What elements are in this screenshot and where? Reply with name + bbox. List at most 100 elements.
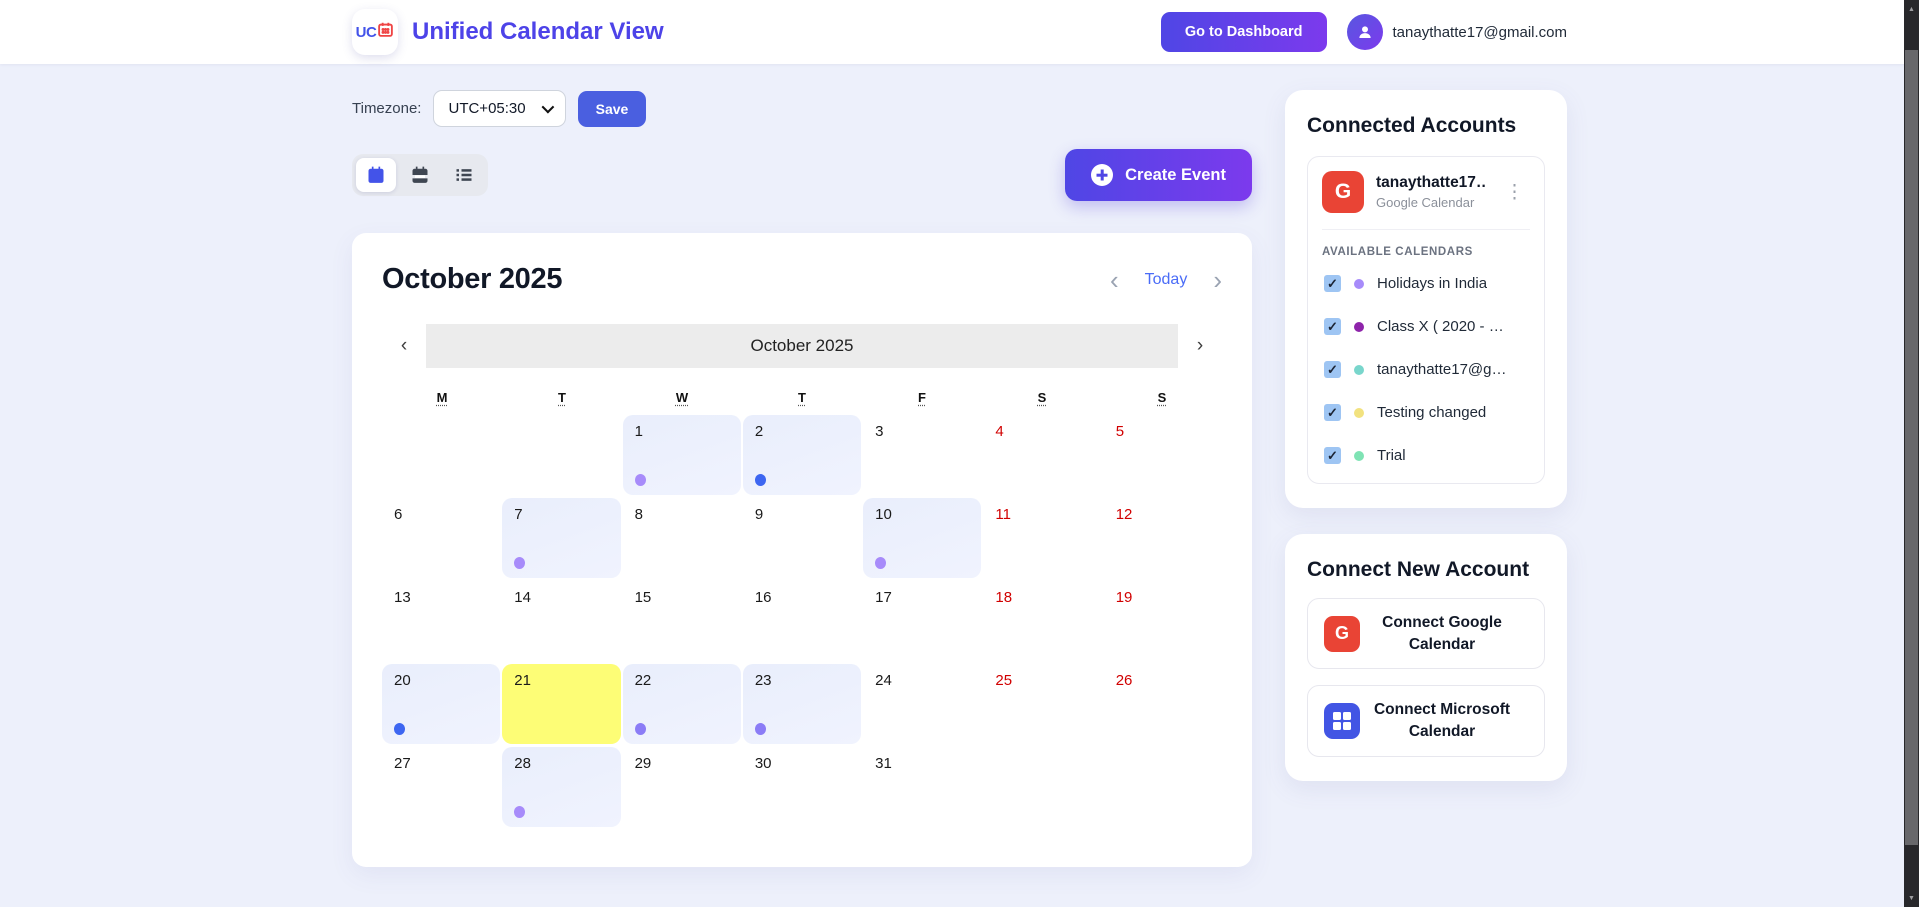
calendar-day-7[interactable]: 7: [502, 498, 621, 578]
calendar-day-12[interactable]: 12: [1104, 498, 1222, 578]
day-number: 30: [754, 755, 772, 772]
calendar-day-13[interactable]: 13: [382, 581, 500, 661]
google-icon: G: [1324, 615, 1360, 652]
google-icon: G: [1322, 171, 1364, 213]
scroll-down-arrow[interactable]: ▼: [1908, 894, 1915, 902]
calendar-day-20[interactable]: 20: [382, 664, 501, 744]
calendar-day-1[interactable]: 1: [622, 415, 741, 495]
day-number: 20: [394, 672, 411, 689]
save-button[interactable]: Save: [577, 90, 647, 127]
calendar-list-item[interactable]: ✓ Trial: [1322, 434, 1530, 477]
calendar-day-16[interactable]: 16: [743, 581, 861, 661]
calendar-nav-next[interactable]: ›: [1178, 324, 1222, 368]
calendar-day-17[interactable]: 17: [863, 581, 981, 661]
calendar-day-29[interactable]: 29: [623, 747, 741, 827]
calendar-day-28[interactable]: 28: [502, 747, 621, 827]
calendar-day-18[interactable]: 18: [983, 581, 1101, 661]
calendar-day-24[interactable]: 24: [863, 664, 981, 744]
weekday-header: S: [1157, 390, 1167, 405]
scrollbar[interactable]: ▲ ▼: [1904, 0, 1919, 907]
calendar-color-dot: [1354, 364, 1364, 375]
day-number: 13: [394, 589, 411, 606]
calendar-day-3[interactable]: 3: [863, 415, 981, 495]
calendar-grid: 1 2 3 4 5 6 7 8 9 10 11 12 13 14 15 16 17 18 19 20 21 22 23 24 2…: [382, 415, 1222, 827]
day-number: 10: [875, 506, 892, 523]
connect-google-label: Connect Google Calendar: [1382, 614, 1502, 653]
calendar-day-14[interactable]: 14: [502, 581, 620, 661]
view-toggle-month[interactable]: [356, 158, 396, 192]
calendar-day-25[interactable]: 25: [983, 664, 1101, 744]
calendar-day-23[interactable]: 23: [742, 664, 862, 744]
calendar-checkbox[interactable]: ✓: [1324, 447, 1341, 464]
calendar-list-item[interactable]: ✓ Class X ( 2020 - …: [1322, 305, 1530, 348]
account-provider: Google Calendar: [1376, 195, 1475, 210]
calendar-day-9[interactable]: 9: [743, 498, 861, 578]
calendar-checkbox[interactable]: ✓: [1324, 275, 1341, 292]
calendar-day-11[interactable]: 11: [983, 498, 1101, 578]
view-toggle-day[interactable]: [400, 158, 440, 192]
event-dot: [634, 723, 646, 735]
day-number: 28: [514, 755, 531, 772]
day-number: 27: [394, 755, 411, 772]
calendar-label: Testing changed: [1377, 404, 1487, 421]
scrollbar-thumb[interactable]: [1905, 50, 1918, 845]
calendar-day-30[interactable]: 30: [743, 747, 861, 827]
user-chip[interactable]: tanaythatte17@gmail.com: [1346, 14, 1567, 50]
day-number: 17: [875, 589, 892, 606]
weekday-header: F: [918, 390, 926, 405]
calendar-day-6[interactable]: 6: [382, 498, 500, 578]
microsoft-icon: [1324, 703, 1360, 740]
day-number: 15: [634, 589, 652, 606]
event-dot: [634, 474, 646, 486]
day-number: 1: [634, 423, 643, 440]
connected-accounts-heading: Connected Accounts: [1307, 114, 1517, 137]
calendar-card: October 2025 ‹ Today › ‹ October 2025 › …: [352, 233, 1252, 867]
user-avatar[interactable]: [1346, 14, 1383, 50]
calendar-checkbox[interactable]: ✓: [1324, 404, 1341, 421]
scroll-up-arrow[interactable]: ▲: [1908, 5, 1915, 13]
timezone-select[interactable]: UTC+05:30: [433, 90, 566, 127]
connect-microsoft-button[interactable]: Connect Microsoft Calendar: [1307, 685, 1545, 757]
create-event-button[interactable]: Create Event: [1065, 149, 1252, 201]
calendar-day-empty: [502, 415, 620, 495]
event-dot: [514, 806, 526, 818]
calendar-day-21[interactable]: 21: [502, 664, 621, 744]
calendar-day-10[interactable]: 10: [863, 498, 982, 578]
account-name: tanaythatte17…: [1376, 174, 1487, 191]
calendar-list-item[interactable]: ✓ Holidays in India: [1322, 262, 1530, 305]
calendar-label: tanaythatte17@g…: [1377, 361, 1507, 378]
day-number: 31: [875, 755, 892, 772]
go-to-dashboard-button[interactable]: Go to Dashboard: [1160, 12, 1327, 52]
account-menu-button[interactable]: ⋮: [1499, 179, 1530, 206]
day-number: 19: [1115, 589, 1133, 606]
calendar-label: Holidays in India: [1377, 275, 1488, 292]
event-dot: [514, 557, 526, 569]
calendar-day-2[interactable]: 2: [742, 415, 862, 495]
calendar-day-5[interactable]: 5: [1104, 415, 1222, 495]
calendar-day-27[interactable]: 27: [382, 747, 500, 827]
calendar-day-26[interactable]: 26: [1104, 664, 1222, 744]
weekday-header: W: [675, 390, 689, 405]
calendar-day-8[interactable]: 8: [623, 498, 741, 578]
calendar-nav-prev[interactable]: ‹: [382, 324, 426, 368]
timezone-label: Timezone:: [352, 100, 422, 117]
calendar-day-4[interactable]: 4: [983, 415, 1101, 495]
calendar-day-19[interactable]: 19: [1104, 581, 1222, 661]
person-icon: [1358, 26, 1371, 38]
calendar-day-31[interactable]: 31: [863, 747, 981, 827]
calendar-list-item[interactable]: ✓ tanaythatte17@g…: [1322, 348, 1530, 391]
calendar-color-dot: [1354, 278, 1364, 289]
connect-new-heading: Connect New Account: [1307, 558, 1530, 581]
connect-google-button[interactable]: G Connect Google Calendar: [1307, 598, 1545, 670]
connect-microsoft-label: Connect Microsoft Calendar: [1373, 701, 1511, 741]
calendar-day-15[interactable]: 15: [623, 581, 741, 661]
calendar-checkbox[interactable]: ✓: [1324, 361, 1341, 378]
prev-month-button[interactable]: ‹: [1109, 264, 1119, 295]
calendar-nav-label[interactable]: October 2025: [426, 324, 1178, 368]
next-month-button[interactable]: ›: [1213, 264, 1222, 295]
view-toggle-list[interactable]: [444, 158, 484, 192]
today-button[interactable]: Today: [1144, 270, 1188, 288]
calendar-list-item[interactable]: ✓ Testing changed: [1322, 391, 1530, 434]
calendar-checkbox[interactable]: ✓: [1324, 318, 1341, 335]
calendar-day-22[interactable]: 22: [622, 664, 741, 744]
